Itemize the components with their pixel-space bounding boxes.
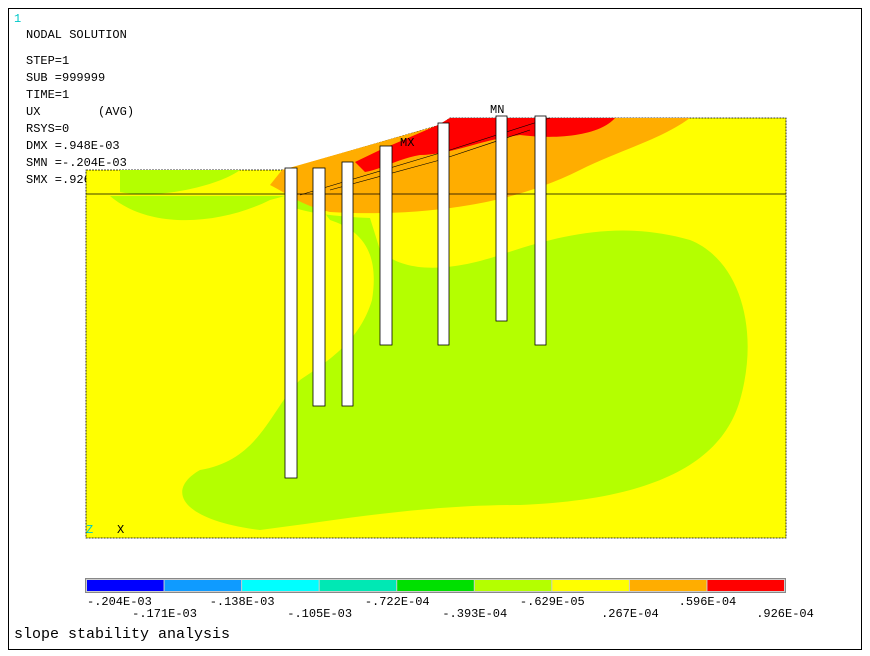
legend-swatch <box>164 580 242 591</box>
min-marker: MN <box>490 103 504 117</box>
legend-label: -.105E-03 <box>287 607 352 621</box>
legend-label: -.393E-04 <box>442 607 507 621</box>
triad-z: Z <box>86 523 93 537</box>
legend-swatch <box>319 580 397 591</box>
triad-x: X <box>117 523 124 537</box>
legend-label: .596E-04 <box>679 595 737 609</box>
plot-title: NODAL SOLUTION <box>26 28 127 42</box>
legend-label: .267E-04 <box>601 607 659 621</box>
legend-swatch <box>87 580 164 591</box>
legend-swatch <box>397 580 474 591</box>
window-number: 1 <box>14 12 21 26</box>
header-line: UX (AVG) <box>26 105 134 119</box>
legend-swatch <box>242 580 319 591</box>
legend: -.204E-03-.171E-03 -.138E-03 -.105E-03 -.72… <box>85 578 814 621</box>
caption: slope stability analysis <box>14 626 230 643</box>
header-line: SUB =999999 <box>26 71 105 85</box>
model <box>85 115 787 539</box>
legend-swatch <box>474 580 552 591</box>
header-line: TIME=1 <box>26 88 69 102</box>
max-marker: MX <box>400 136 414 150</box>
legend-swatch <box>552 580 629 591</box>
legend-label: -.138E-03 <box>210 595 275 609</box>
header-line: DMX =.948E-03 <box>26 139 120 153</box>
header-line: RSYS=0 <box>26 122 69 136</box>
legend-label: -.204E-03 <box>87 595 152 609</box>
legend-swatch <box>707 580 784 591</box>
legend-label: -.629E-05 <box>520 595 585 609</box>
header-line: SMN =-.204E-03 <box>26 156 127 170</box>
header-line: STEP=1 <box>26 54 69 68</box>
legend-label: -.171E-03 <box>132 607 197 621</box>
legend-label: -.722E-04 <box>365 595 430 609</box>
legend-label: .926E-04 <box>756 607 814 621</box>
legend-swatch <box>629 580 707 591</box>
